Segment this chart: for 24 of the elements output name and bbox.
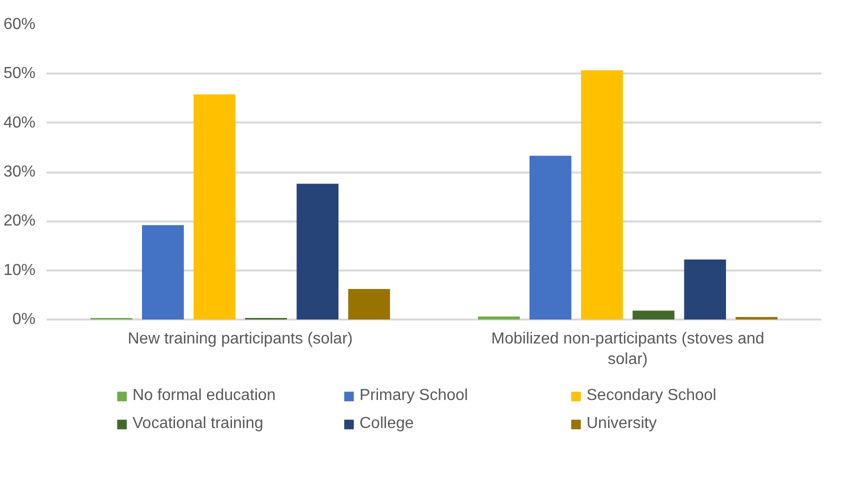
y-tick-label: 40%	[3, 114, 36, 132]
bar	[478, 316, 520, 320]
y-tick-label: 20%	[3, 212, 36, 230]
bar	[530, 156, 572, 320]
bar	[194, 94, 236, 320]
legend-label: Vocational training	[132, 415, 264, 433]
bar	[581, 70, 623, 320]
y-tick-label: 30%	[3, 164, 36, 180]
x-tick-label: New training participants (solar)	[128, 330, 353, 348]
legend-label: Primary School	[360, 387, 469, 405]
y-tick-label: 50%	[3, 65, 36, 82]
bar	[142, 225, 184, 320]
legend-label: Secondary School	[586, 387, 718, 405]
y-tick-label: 0%	[12, 311, 36, 328]
x-tick-label: Mobilized non-participants (stoves and solar)	[491, 330, 764, 368]
legend-label: University	[586, 415, 658, 433]
bar	[296, 184, 338, 320]
bar	[348, 289, 390, 320]
bar	[684, 260, 726, 320]
y-tick-label: 60%	[3, 16, 36, 33]
y-tick-label: 10%	[3, 262, 36, 279]
bar	[632, 310, 674, 320]
legend-label: College	[360, 415, 415, 433]
legend-label: No formal education	[132, 387, 277, 405]
